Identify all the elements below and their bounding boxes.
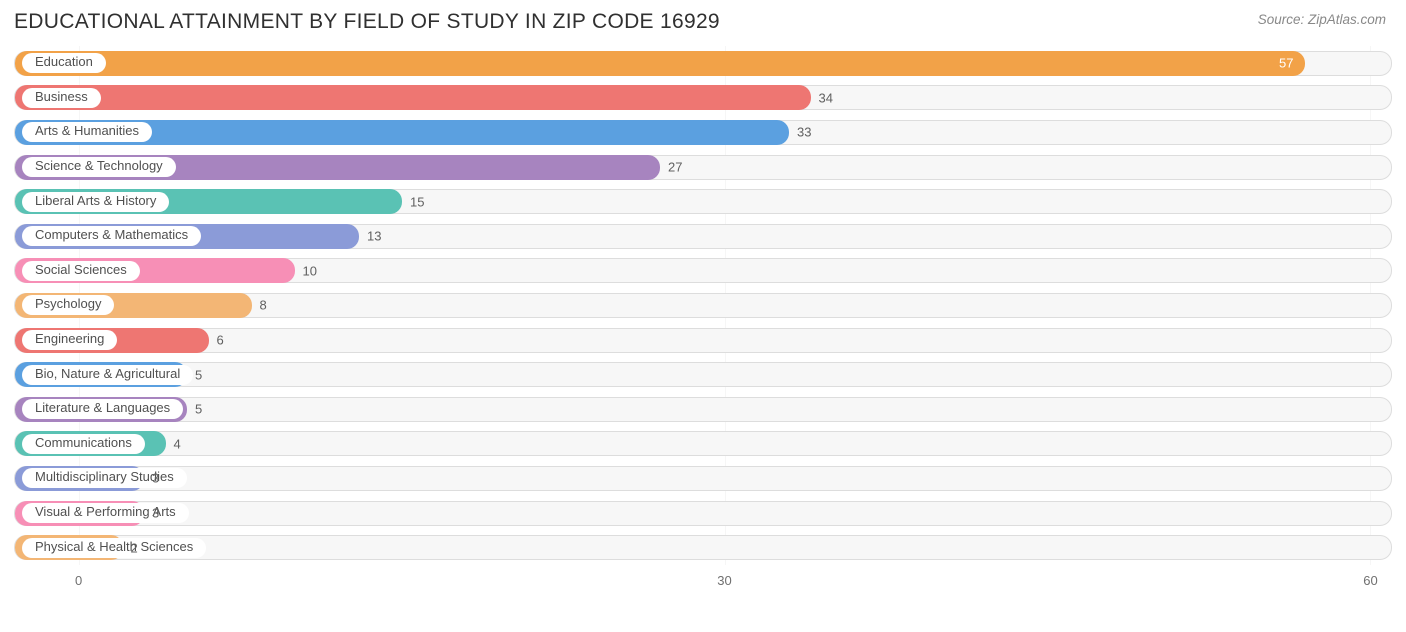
category-pill: Bio, Nature & Agricultural: [22, 365, 193, 385]
bar-row: Liberal Arts & History 15: [14, 184, 1392, 219]
category-pill: Social Sciences: [22, 261, 140, 281]
bar-track: Multidisciplinary Studies3: [14, 466, 1392, 491]
x-tick-label: 60: [1363, 573, 1377, 588]
bar-track: Liberal Arts & History 15: [14, 189, 1392, 214]
bar-track: Arts & Humanities 33: [14, 120, 1392, 145]
bar-value-label: 3: [152, 506, 159, 521]
bar-value-label: 6: [217, 333, 224, 348]
bar-row: Education 57: [14, 46, 1392, 81]
category-pill: Computers & Mathematics: [22, 226, 201, 246]
category-pill: Education: [22, 53, 106, 73]
bar-track: Communications 4: [14, 431, 1392, 456]
bar-value-label: 13: [367, 229, 381, 244]
bar-row: Bio, Nature & Agricultural5: [14, 357, 1392, 392]
bar-value-label: 5: [195, 367, 202, 382]
bar-row: Psychology 8: [14, 288, 1392, 323]
bar-track: Science & Technology 27: [14, 155, 1392, 180]
bar-track: Business 34: [14, 85, 1392, 110]
chart-source: Source: ZipAtlas.com: [1258, 12, 1386, 27]
bar-track: Visual & Performing Arts3: [14, 501, 1392, 526]
bar-value-label: 34: [819, 90, 833, 105]
bar-track: Physical & Health Sciences2: [14, 535, 1392, 560]
category-pill: Arts & Humanities: [22, 123, 152, 143]
plot-area: Education57Business34Arts & Humanities33…: [14, 46, 1392, 565]
bar-value-label: 5: [195, 402, 202, 417]
bar-track: Social Sciences 10: [14, 258, 1392, 283]
bar-track: Engineering 6: [14, 328, 1392, 353]
category-pill: Engineering: [22, 330, 117, 350]
bar-row: Physical & Health Sciences2: [14, 530, 1392, 565]
bar-row: Literature & Languages 5: [14, 392, 1392, 427]
bar-row: Visual & Performing Arts3: [14, 496, 1392, 531]
category-pill: Psychology: [22, 295, 114, 315]
bar-track: Education 57: [14, 51, 1392, 76]
x-axis: 0 30 60: [14, 567, 1392, 603]
bar-row: Business 34: [14, 81, 1392, 116]
category-pill: Visual & Performing Arts: [22, 503, 189, 523]
x-tick-label: 0: [75, 573, 82, 588]
bar-fill: [15, 85, 811, 110]
bar-track: Literature & Languages 5: [14, 397, 1392, 422]
bar-track: Bio, Nature & Agricultural5: [14, 362, 1392, 387]
bar-value-label: 2: [131, 540, 138, 555]
category-pill: Communications: [22, 434, 145, 454]
bar-value-label: 3: [152, 471, 159, 486]
bar-value-label: 8: [260, 298, 267, 313]
bar-value-label: 10: [303, 263, 317, 278]
bar-value-label: 15: [410, 194, 424, 209]
category-pill: Science & Technology: [22, 157, 176, 177]
bar-track: Computers & Mathematics 13: [14, 224, 1392, 249]
bar-value-label: 27: [668, 160, 682, 175]
bar-value-label: 4: [174, 436, 181, 451]
bar-row: Arts & Humanities 33: [14, 115, 1392, 150]
category-pill: Liberal Arts & History: [22, 192, 169, 212]
x-tick-label: 30: [717, 573, 731, 588]
bar-row: Computers & Mathematics 13: [14, 219, 1392, 254]
bar-row: Social Sciences 10: [14, 254, 1392, 289]
category-pill: Literature & Languages: [22, 399, 183, 419]
bar-value-label: 57: [1279, 56, 1293, 71]
chart-header: EDUCATIONAL ATTAINMENT BY FIELD OF STUDY…: [0, 0, 1406, 38]
chart-title: EDUCATIONAL ATTAINMENT BY FIELD OF STUDY…: [14, 10, 720, 34]
bar-chart: EDUCATIONAL ATTAINMENT BY FIELD OF STUDY…: [0, 0, 1406, 632]
bar-row: Multidisciplinary Studies3: [14, 461, 1392, 496]
bar-row: Science & Technology 27: [14, 150, 1392, 185]
bar-row: Communications 4: [14, 427, 1392, 462]
category-pill: Multidisciplinary Studies: [22, 468, 187, 488]
bar-fill: [15, 51, 1305, 76]
bar-row: Engineering 6: [14, 323, 1392, 358]
category-pill: Physical & Health Sciences: [22, 538, 206, 558]
category-pill: Business: [22, 88, 101, 108]
bar-track: Psychology 8: [14, 293, 1392, 318]
bar-value-label: 33: [797, 125, 811, 140]
